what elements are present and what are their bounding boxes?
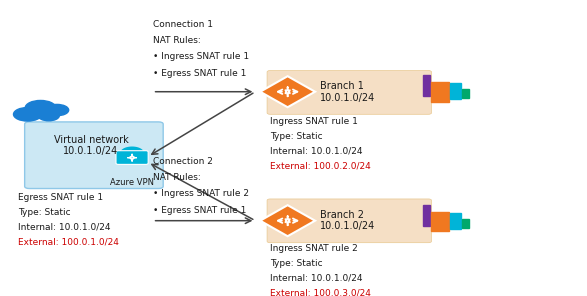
Circle shape — [26, 108, 48, 118]
Text: • Ingress SNAT rule 2: • Ingress SNAT rule 2 — [153, 189, 249, 198]
Text: Type: Static: Type: Static — [270, 259, 323, 268]
FancyBboxPatch shape — [267, 199, 431, 243]
Text: Ingress SNAT rule 2: Ingress SNAT rule 2 — [270, 244, 357, 253]
Bar — [450, 83, 461, 99]
Text: Internal: 10.0.1.0/24: Internal: 10.0.1.0/24 — [270, 147, 363, 155]
Text: Type: Static: Type: Static — [18, 208, 70, 217]
Text: Connection 2: Connection 2 — [153, 157, 212, 166]
Text: External: 100.0.1.0/24: External: 100.0.1.0/24 — [18, 237, 119, 246]
Text: Type: Static: Type: Static — [270, 132, 323, 141]
Text: • Egress SNAT rule 1: • Egress SNAT rule 1 — [153, 206, 246, 215]
FancyBboxPatch shape — [25, 122, 163, 189]
Text: • Egress SNAT rule 1: • Egress SNAT rule 1 — [153, 69, 246, 78]
Polygon shape — [260, 76, 315, 107]
Bar — [423, 205, 430, 226]
Text: Egress SNAT rule 1: Egress SNAT rule 1 — [18, 193, 103, 202]
FancyBboxPatch shape — [116, 151, 148, 164]
FancyBboxPatch shape — [267, 70, 431, 114]
Bar — [450, 213, 461, 229]
Bar — [462, 89, 469, 98]
Bar — [431, 82, 449, 102]
Polygon shape — [260, 205, 315, 236]
Circle shape — [14, 107, 42, 121]
Circle shape — [38, 111, 59, 121]
Text: NAT Rules:: NAT Rules: — [153, 173, 200, 182]
Text: External: 100.0.3.0/24: External: 100.0.3.0/24 — [270, 288, 371, 296]
Circle shape — [45, 104, 69, 116]
Text: External: 100.0.2.0/24: External: 100.0.2.0/24 — [270, 161, 371, 170]
Text: Branch 2
10.0.1.0/24: Branch 2 10.0.1.0/24 — [320, 210, 375, 231]
Text: Virtual network
10.0.1.0/24: Virtual network 10.0.1.0/24 — [53, 135, 129, 156]
Bar — [423, 75, 430, 96]
Text: Internal: 10.0.1.0/24: Internal: 10.0.1.0/24 — [18, 223, 110, 232]
Text: Internal: 10.0.1.0/24: Internal: 10.0.1.0/24 — [270, 274, 363, 282]
Text: • Ingress SNAT rule 1: • Ingress SNAT rule 1 — [153, 52, 249, 62]
Text: Ingress SNAT rule 1: Ingress SNAT rule 1 — [270, 117, 358, 126]
Text: NAT Rules:: NAT Rules: — [153, 36, 200, 45]
Circle shape — [25, 100, 56, 115]
Text: Connection 1: Connection 1 — [153, 20, 212, 29]
Text: Branch 1
10.0.1.0/24: Branch 1 10.0.1.0/24 — [320, 81, 375, 102]
Bar — [462, 219, 469, 228]
Bar — [431, 212, 449, 231]
Text: Azure VPN: Azure VPN — [110, 178, 154, 187]
